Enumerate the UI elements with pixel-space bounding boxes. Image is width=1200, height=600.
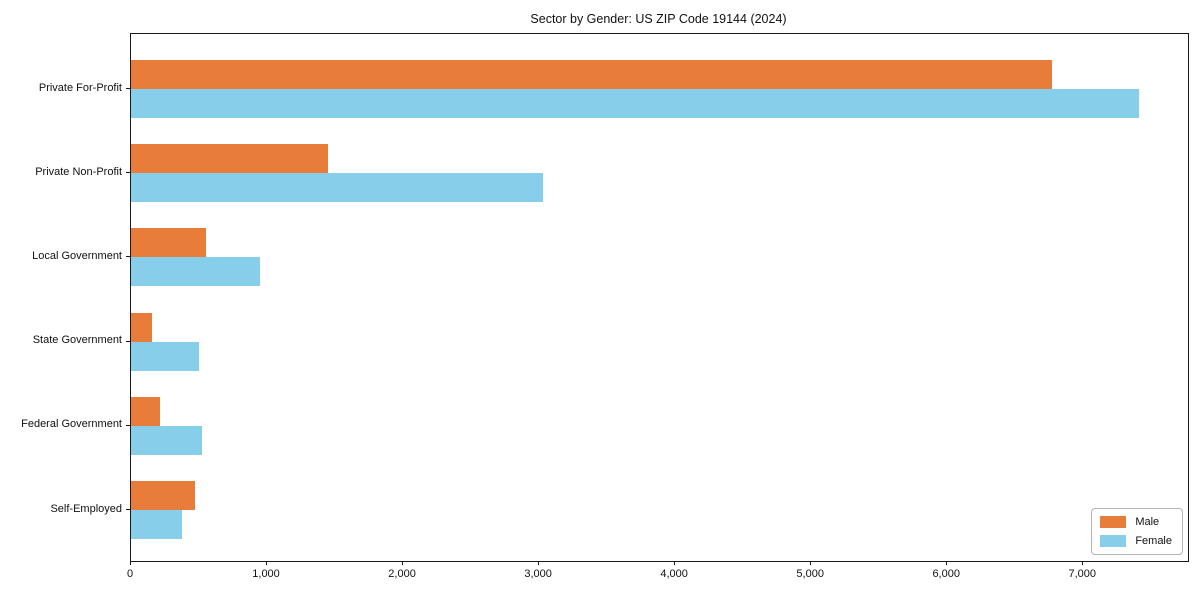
bar-female-5 (131, 510, 182, 539)
x-tick-mark (1082, 561, 1084, 565)
y-tick-mark (126, 509, 130, 510)
y-tick-label-4: Federal Government (21, 418, 122, 431)
y-tick-mark (126, 88, 130, 89)
x-tick-mark (266, 561, 268, 565)
bar-male-1 (131, 144, 328, 174)
x-tick-mark (810, 561, 812, 565)
y-tick-mark (126, 256, 130, 258)
x-tick-mark (130, 561, 131, 565)
legend: Male Female (1091, 508, 1183, 555)
legend-entry-female: Female (1100, 535, 1172, 547)
y-tick-label-5: Self-Employed (50, 502, 122, 515)
legend-swatch-female (1100, 535, 1127, 547)
bar-female-2 (131, 257, 260, 287)
x-tick-label-4: 4,000 (660, 568, 688, 580)
y-axis: Private For-Profit Private Non-Profit Loca… (0, 33, 130, 560)
bar-male-2 (131, 228, 206, 258)
x-tick-mark (402, 561, 404, 565)
bar-male-4 (131, 396, 160, 426)
x-tick-mark (946, 561, 948, 565)
y-tick-mark (126, 424, 130, 426)
y-tick-label-2: Local Government (32, 249, 122, 262)
x-tick-label-3: 3,000 (524, 568, 552, 580)
chart-title: Sector by Gender: US ZIP Code 19144 (202… (530, 12, 787, 26)
y-tick-label-1: Private Non-Profit (35, 165, 122, 178)
bar-female-4 (131, 425, 202, 455)
x-tick-label-6: 6,000 (932, 568, 960, 580)
bar-male-0 (131, 60, 1052, 89)
x-tick-label-1: 1,000 (252, 568, 280, 580)
legend-entry-male: Male (1100, 516, 1172, 528)
x-tick-mark (674, 561, 676, 565)
bar-male-5 (131, 481, 195, 510)
legend-swatch-male (1100, 516, 1127, 528)
legend-label-male: Male (1135, 516, 1160, 528)
x-tick-label-7: 7,000 (1068, 568, 1097, 580)
plot-area (130, 33, 1189, 562)
legend-label-female: Female (1135, 535, 1172, 547)
x-tick-label-5: 5,000 (796, 568, 824, 580)
y-tick-mark (126, 340, 130, 342)
bar-female-1 (131, 173, 543, 203)
y-tick-label-3: State Government (32, 334, 122, 347)
bar-female-0 (131, 89, 1139, 118)
bar-female-3 (131, 341, 199, 371)
x-axis: 0 1,000 2,000 3,000 4,000 5,000 6,000 7,000 (0, 561, 1200, 591)
x-tick-label-0: 0 (126, 568, 134, 580)
y-tick-mark (126, 172, 130, 174)
x-tick-label-2: 2,000 (388, 568, 416, 580)
y-tick-label-0: Private For-Profit (38, 81, 122, 94)
x-tick-mark (538, 561, 540, 565)
bar-male-3 (131, 312, 152, 342)
